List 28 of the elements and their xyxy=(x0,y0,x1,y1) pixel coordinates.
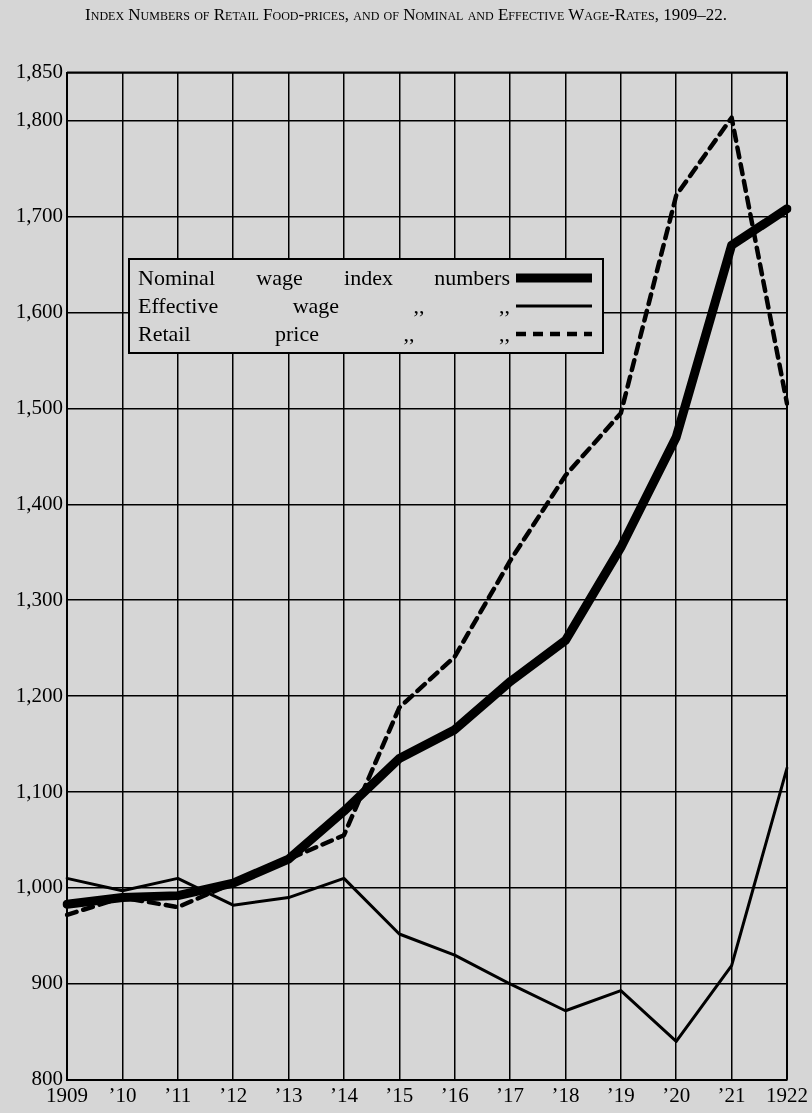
x-tick-label: ’19 xyxy=(606,1082,635,1107)
y-tick-label: 1,200 xyxy=(15,682,63,707)
y-tick-label: 1,500 xyxy=(15,394,63,419)
y-tick-label: 1,100 xyxy=(15,778,63,803)
y-tick-label: 1,400 xyxy=(15,490,63,515)
x-tick-label: 1922 xyxy=(766,1082,808,1107)
y-tick-label: 1,000 xyxy=(15,874,63,899)
y-tick-label: 1,700 xyxy=(15,203,63,227)
x-tick-label: ’14 xyxy=(329,1082,359,1107)
y-tick-label: 1,800 xyxy=(15,107,63,132)
y-tick-label: 1,850 xyxy=(15,59,63,84)
x-tick-label: ’15 xyxy=(385,1082,414,1107)
x-tick-label: ’20 xyxy=(662,1082,691,1107)
x-tick-label: ’17 xyxy=(496,1082,525,1107)
legend-label: Effective wage ,, ,, xyxy=(138,293,510,319)
y-tick-label: 900 xyxy=(31,970,63,995)
x-tick-label: ’16 xyxy=(440,1082,469,1107)
x-tick-label: ’21 xyxy=(717,1082,746,1107)
x-tick-label: ’12 xyxy=(219,1082,248,1107)
y-tick-label: 1,600 xyxy=(15,298,63,323)
legend-label: Nominal wage index numbers xyxy=(138,265,510,291)
x-tick-label: ’13 xyxy=(274,1082,303,1107)
x-tick-label: ’11 xyxy=(164,1082,192,1107)
chart-title: Index Numbers of Retail Food-prices, and of Nominal and Effective Wage-Rates, 1909–22. xyxy=(84,4,728,26)
y-tick-label: 1,300 xyxy=(15,586,63,611)
x-tick-label: ’10 xyxy=(108,1082,137,1107)
x-tick-label: ’18 xyxy=(551,1082,580,1107)
legend-label: Retail price ,, ,, xyxy=(138,321,510,347)
